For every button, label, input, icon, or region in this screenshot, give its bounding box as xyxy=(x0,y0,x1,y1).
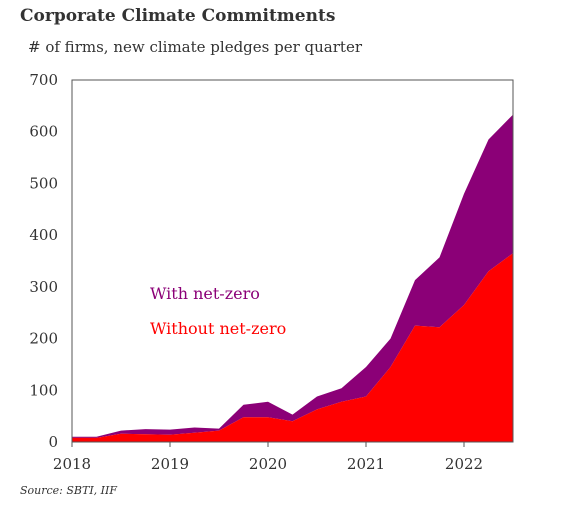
chart-subtitle: # of firms, new climate pledges per quar… xyxy=(28,38,362,56)
source-note: Source: SBTI, IIF xyxy=(20,484,117,497)
x-tick-label: 2018 xyxy=(53,455,91,473)
y-tick-label: 300 xyxy=(29,278,58,296)
x-tick-label: 2020 xyxy=(249,455,287,473)
plot-frame xyxy=(71,79,514,443)
legend-with-net-zero: With net-zero xyxy=(150,284,260,303)
area-with-net-zero xyxy=(72,114,513,438)
y-tick-label: 700 xyxy=(29,71,58,89)
x-tick-label: 2022 xyxy=(445,455,483,473)
x-tick-label: 2021 xyxy=(347,455,385,473)
y-tick-label: 400 xyxy=(29,226,58,244)
y-tick-label: 600 xyxy=(29,123,58,141)
x-tick-label: 2019 xyxy=(151,455,189,473)
y-tick-label: 200 xyxy=(29,330,58,348)
legend-without-net-zero: Without net-zero xyxy=(150,319,286,338)
y-tick-label: 100 xyxy=(29,381,58,399)
y-tick-label: 0 xyxy=(48,433,58,451)
area-without-net-zero xyxy=(72,253,513,442)
y-tick-label: 500 xyxy=(29,174,58,192)
chart-title: Corporate Climate Commitments xyxy=(20,6,336,26)
